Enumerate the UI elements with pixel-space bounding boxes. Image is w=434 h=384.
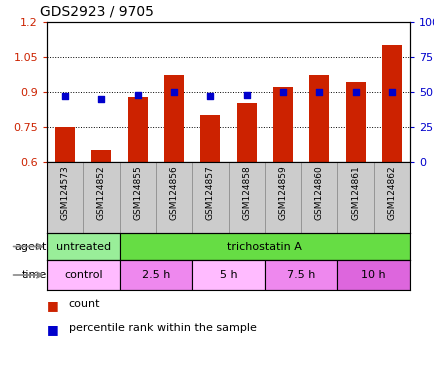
Text: GSM124852: GSM124852	[97, 166, 106, 220]
Text: trichostatin A: trichostatin A	[227, 242, 302, 252]
Text: GSM124861: GSM124861	[350, 166, 359, 220]
Point	[207, 93, 214, 99]
Bar	[345, 81, 365, 162]
Bar	[47, 233, 119, 260]
Bar	[309, 74, 329, 162]
Text: GSM124862: GSM124862	[386, 166, 395, 220]
Bar	[264, 162, 300, 233]
Point	[351, 89, 358, 95]
Text: ■: ■	[47, 299, 59, 312]
Bar	[155, 162, 192, 233]
Bar	[337, 162, 373, 233]
Bar	[47, 260, 119, 290]
Text: 7.5 h: 7.5 h	[286, 270, 315, 280]
Text: GSM124855: GSM124855	[133, 166, 142, 220]
Text: untreated: untreated	[56, 242, 111, 252]
Bar	[200, 115, 220, 162]
Point	[279, 89, 286, 95]
Bar	[91, 150, 111, 162]
Bar	[273, 87, 292, 162]
Text: percentile rank within the sample: percentile rank within the sample	[69, 323, 256, 333]
Text: ■: ■	[47, 323, 59, 336]
Bar	[228, 162, 264, 233]
Bar	[264, 260, 337, 290]
Bar	[119, 233, 409, 260]
Bar	[119, 162, 155, 233]
Bar	[192, 260, 264, 290]
Text: 2.5 h: 2.5 h	[141, 270, 170, 280]
Bar	[47, 162, 83, 233]
Bar	[373, 162, 409, 233]
Text: GSM124573: GSM124573	[60, 166, 69, 220]
Text: GSM124859: GSM124859	[278, 166, 287, 220]
Text: GSM124858: GSM124858	[242, 166, 250, 220]
Point	[98, 96, 105, 102]
Bar	[381, 45, 401, 162]
Text: GSM124856: GSM124856	[169, 166, 178, 220]
Point	[388, 89, 395, 95]
Point	[134, 92, 141, 98]
Text: time: time	[22, 270, 47, 280]
Text: control: control	[64, 270, 102, 280]
Text: 5 h: 5 h	[219, 270, 237, 280]
Point	[315, 89, 322, 95]
Bar	[300, 162, 337, 233]
Bar	[128, 97, 148, 162]
Bar	[164, 74, 184, 162]
Point	[62, 93, 69, 99]
Bar	[55, 127, 75, 162]
Text: GSM124860: GSM124860	[314, 166, 323, 220]
Text: GDS2923 / 9705: GDS2923 / 9705	[39, 4, 153, 18]
Point	[243, 92, 250, 98]
Bar	[236, 103, 256, 162]
Text: agent: agent	[15, 242, 47, 252]
Bar	[337, 260, 409, 290]
Point	[170, 89, 177, 95]
Bar	[83, 162, 119, 233]
Text: 10 h: 10 h	[361, 270, 385, 280]
Text: GSM124857: GSM124857	[205, 166, 214, 220]
Bar	[192, 162, 228, 233]
Text: count: count	[69, 299, 100, 309]
Bar	[119, 260, 192, 290]
